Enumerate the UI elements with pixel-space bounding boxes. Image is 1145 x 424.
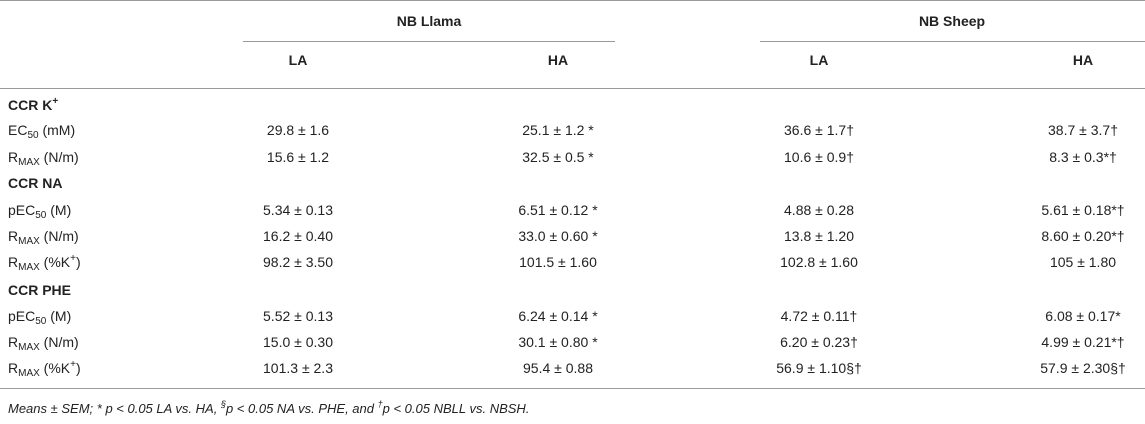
table-cell: 4.99 ± 0.21*† [1041, 334, 1125, 350]
table-cell: 4.72 ± 0.11† [780, 308, 858, 324]
table-cell: 98.2 ± 3.50 [263, 254, 333, 270]
table-cell: 102.8 ± 1.60 [780, 254, 858, 270]
table-cell: 6.08 ± 0.17* [1045, 308, 1121, 324]
section-title-ccr-phe: CCR PHE [8, 282, 72, 298]
table-cell: 101.5 ± 1.60 [519, 254, 597, 270]
row-label-pec50: pEC50 (M) [8, 308, 72, 327]
table-cell: 101.3 ± 2.3 [263, 360, 333, 376]
table-cell: 30.1 ± 0.80 * [518, 334, 598, 350]
col-header-llama-la: LA [288, 52, 308, 68]
table-cell: 16.2 ± 0.40 [263, 228, 333, 244]
col-header-sheep-la: LA [809, 52, 829, 68]
group-rule-sheep [760, 41, 1145, 42]
table-cell: 4.88 ± 0.28 [784, 202, 854, 218]
table-cell: 13.8 ± 1.20 [784, 228, 854, 244]
table-cell: 32.5 ± 0.5 * [522, 149, 594, 165]
table-cell: 33.0 ± 0.60 * [518, 228, 598, 244]
table-top-rule [0, 0, 1145, 1]
col-header-sheep-ha: HA [1072, 52, 1094, 68]
header-group-nb-llama: NB Llama [396, 13, 462, 29]
table-cell: 5.34 ± 0.13 [263, 202, 333, 218]
header-bottom-rule [0, 88, 1145, 89]
row-label-pec50: pEC50 (M) [8, 202, 72, 221]
table-cell: 105 ± 1.80 [1049, 254, 1117, 270]
group-rule-llama [243, 41, 615, 42]
table-cell: 5.61 ± 0.18*† [1041, 202, 1125, 218]
table-cell: 57.9 ± 2.30§† [1040, 360, 1126, 376]
table-cell: 5.52 ± 0.13 [263, 308, 333, 324]
row-label-rmax-nm: RMAX (N/m) [8, 334, 79, 353]
row-label-rmax-nm: RMAX (N/m) [8, 149, 79, 168]
table-cell: 10.6 ± 0.9† [784, 149, 854, 165]
table-cell: 6.20 ± 0.23† [780, 334, 858, 350]
table-cell: 6.24 ± 0.14 * [518, 308, 598, 324]
row-label-ec50: EC50 (mM) [8, 122, 76, 141]
row-label-rmax-pct-k: RMAX (%K+) [8, 359, 81, 379]
table-cell: 56.9 ± 1.10§† [776, 360, 862, 376]
table-cell: 6.51 ± 0.12 * [518, 202, 598, 218]
table-cell: 38.7 ± 3.7† [1048, 122, 1118, 138]
section-title-ccr-k: CCR K+ [8, 96, 59, 114]
table-footnote: Means ± SEM; * p < 0.05 LA vs. HA, §p < … [8, 399, 530, 417]
table-cell: 15.6 ± 1.2 [266, 149, 330, 165]
col-header-llama-ha: HA [547, 52, 569, 68]
table-bottom-rule [0, 388, 1145, 389]
table-cell: 15.0 ± 0.30 [263, 334, 333, 350]
table-cell: 36.6 ± 1.7† [784, 122, 854, 138]
table-cell: 8.60 ± 0.20*† [1041, 228, 1125, 244]
table-cell: 25.1 ± 1.2 * [522, 122, 594, 138]
header-group-nb-sheep: NB Sheep [918, 13, 986, 29]
table-cell: 29.8 ± 1.6 [266, 122, 330, 138]
row-label-rmax-nm: RMAX (N/m) [8, 228, 79, 247]
row-label-rmax-pct-k: RMAX (%K+) [8, 253, 81, 273]
table-cell: 8.3 ± 0.3*† [1049, 149, 1117, 165]
table-cell: 95.4 ± 0.88 [523, 360, 593, 376]
section-title-ccr-na: CCR NA [8, 175, 63, 191]
